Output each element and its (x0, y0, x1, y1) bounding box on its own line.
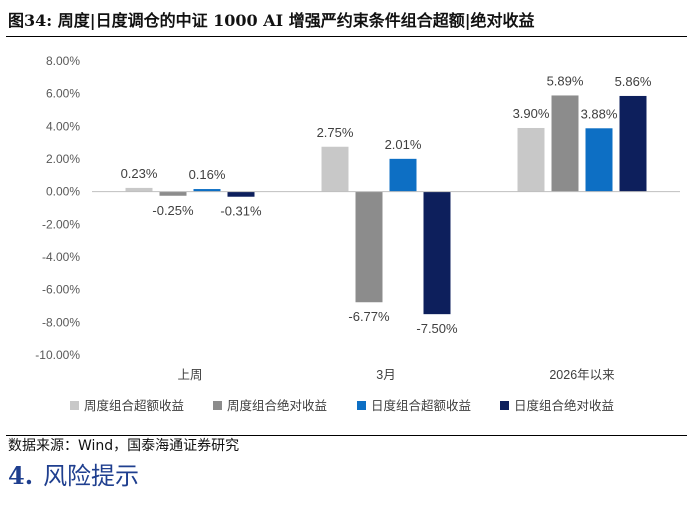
data-label: -0.31% (220, 204, 262, 219)
data-labels: 0.23% -0.25% 0.16% -0.31% 2.75% -6.77% 2.01% -7… (121, 73, 652, 336)
data-label: 3.88% (581, 106, 618, 121)
legend-swatch (213, 401, 222, 410)
y-tick-label: 0.00% (46, 185, 80, 199)
x-category-label: 2026年以来 (549, 368, 615, 382)
y-tick-label: 2.00% (46, 152, 80, 166)
legend-label: 日度组合绝对收益 (514, 398, 614, 413)
data-label: 2.01% (385, 137, 422, 152)
data-label: 2.75% (317, 125, 354, 140)
x-axis-categories: 上周 3月 2026年以来 (177, 368, 615, 382)
bar (551, 95, 579, 192)
data-label: -0.25% (152, 203, 194, 218)
figure-title: 图34: 周度|日度调仓的中证 1000 AI 增强严约束条件组合超额|绝对收益 (8, 11, 535, 30)
data-label: -6.77% (348, 309, 390, 324)
title-rule (6, 36, 687, 37)
bar (355, 191, 383, 303)
y-tick-label: -6.00% (42, 283, 80, 297)
x-category-label: 上周 (177, 368, 202, 382)
data-label: -7.50% (416, 321, 458, 336)
y-tick-label: -8.00% (42, 315, 80, 329)
section-heading: 4. 风险提示 (8, 461, 139, 491)
legend-swatch (500, 401, 509, 410)
y-tick-label: -4.00% (42, 250, 80, 264)
bars (125, 95, 647, 315)
bar (423, 191, 451, 315)
bar (193, 189, 221, 192)
bar (125, 187, 153, 192)
bar (389, 158, 417, 192)
data-label: 0.23% (121, 166, 158, 181)
bar (321, 146, 349, 192)
section-number: 4. (8, 461, 34, 490)
bar-chart: 8.00% 6.00% 4.00% 2.00% 0.00% -2.00% -4.00% -6.… (35, 54, 680, 413)
data-label: 5.86% (615, 74, 652, 89)
x-category-label: 3月 (376, 368, 395, 382)
section-title: 风险提示 (43, 462, 140, 490)
y-tick-label: 8.00% (46, 54, 80, 68)
bar (619, 95, 647, 192)
data-label: 0.16% (189, 167, 226, 182)
y-tick-label: 6.00% (46, 87, 80, 101)
y-axis: 8.00% 6.00% 4.00% 2.00% 0.00% -2.00% -4.00% -6.… (35, 54, 80, 362)
bar (159, 191, 187, 196)
legend-swatch (357, 401, 366, 410)
y-tick-label: 4.00% (46, 119, 80, 133)
legend-label: 周度组合超额收益 (84, 398, 184, 413)
source-rule (6, 435, 687, 436)
legend-swatch (70, 401, 79, 410)
bar (585, 128, 613, 192)
data-label: 5.89% (547, 73, 584, 88)
bar (517, 127, 545, 192)
legend-label: 日度组合超额收益 (371, 398, 471, 413)
y-tick-label: -10.00% (35, 348, 80, 362)
y-tick-label: -2.00% (42, 217, 80, 231)
legend: 周度组合超额收益 周度组合绝对收益 日度组合超额收益 日度组合绝对收益 (70, 398, 614, 413)
data-label: 3.90% (513, 106, 550, 121)
bar (227, 191, 255, 197)
legend-label: 周度组合绝对收益 (227, 398, 327, 413)
source-note: 数据来源：Wind，国泰海通证券研究 (8, 438, 240, 454)
